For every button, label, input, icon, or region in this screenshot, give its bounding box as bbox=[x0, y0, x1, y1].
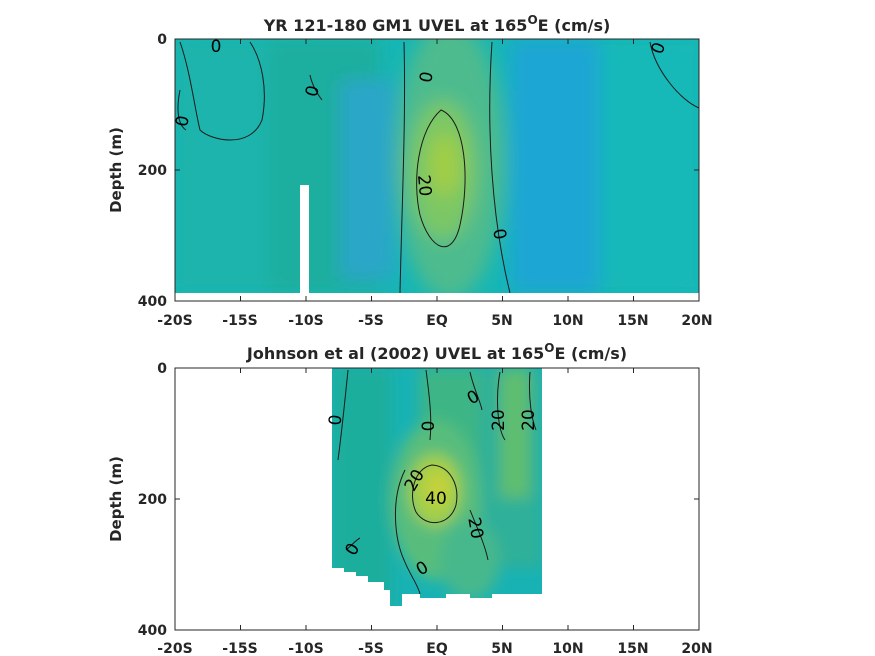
x-tick-label: 5N bbox=[491, 641, 512, 656]
contour-label: 0 bbox=[211, 37, 222, 57]
x-tick-label: EQ bbox=[426, 641, 448, 656]
contour-label: 0 bbox=[488, 227, 510, 241]
y-tick-label: 0 bbox=[157, 32, 167, 48]
tick-marks-top bbox=[174, 38, 700, 302]
contour-label: 0 bbox=[416, 70, 438, 84]
contour-label: 0 bbox=[419, 421, 439, 432]
contour-label: 20 bbox=[519, 409, 539, 431]
x-tick-label: 10N bbox=[552, 313, 583, 329]
x-tick-label: -5S bbox=[358, 641, 384, 656]
chart-title-bottom: Johnson et al (2002) UVEL at 165OE (cm/s… bbox=[246, 341, 627, 363]
y-tick-labels-bottom: 0 200 400 bbox=[138, 361, 167, 639]
x-tick-labels-top: -20S -15S -10S -5S EQ 5N 10N 15N 20N bbox=[157, 313, 712, 329]
y-tick-label: 0 bbox=[157, 361, 167, 377]
x-tick-label: 15N bbox=[617, 313, 648, 329]
contour-label: 40 bbox=[425, 489, 447, 509]
x-tick-label: -20S bbox=[157, 313, 192, 329]
x-tick-label: 5N bbox=[491, 313, 512, 329]
x-tick-label: -5S bbox=[358, 313, 384, 329]
tick-marks-bottom bbox=[174, 367, 700, 631]
x-tick-label: 20N bbox=[681, 641, 712, 656]
heatmap-field-bottom bbox=[175, 368, 699, 630]
heatmap-field-top bbox=[175, 39, 699, 301]
x-tick-label: 20N bbox=[681, 313, 712, 329]
y-axis-label-top: Depth (m) bbox=[107, 127, 125, 213]
x-tick-label: -10S bbox=[288, 313, 323, 329]
y-tick-label: 400 bbox=[138, 623, 167, 639]
x-tick-label: 15N bbox=[617, 641, 648, 656]
panel-top: 0 0 0 0 0 20 0 YR 121-180 GM1 UVEL at 16… bbox=[107, 13, 713, 329]
contour-label: 20 bbox=[463, 516, 486, 541]
y-tick-label: 200 bbox=[138, 492, 167, 508]
contour-label: 20 bbox=[489, 409, 509, 431]
x-tick-labels-bottom: -20S -15S -10S -5S EQ 5N 10N 15N 20N bbox=[157, 641, 712, 656]
y-tick-label: 400 bbox=[138, 294, 167, 310]
chart-title-top: YR 121-180 GM1 UVEL at 165OE (cm/s) bbox=[263, 13, 611, 35]
contour-label: 0 bbox=[302, 83, 324, 99]
x-tick-label: -15S bbox=[222, 641, 257, 656]
x-tick-label: EQ bbox=[426, 313, 448, 329]
y-tick-labels-top: 0 200 400 bbox=[138, 32, 167, 310]
contour-label: 20 bbox=[413, 174, 435, 197]
contour-labels-top: 0 0 0 0 0 20 0 bbox=[172, 37, 670, 241]
y-tick-label: 200 bbox=[138, 163, 167, 179]
x-tick-label: 10N bbox=[552, 641, 583, 656]
contour-label: 0 bbox=[172, 114, 194, 128]
contour-label: 0 bbox=[326, 414, 347, 427]
y-axis-label-bottom: Depth (m) bbox=[107, 456, 125, 542]
x-tick-label: -15S bbox=[222, 313, 257, 329]
x-tick-label: -10S bbox=[288, 641, 323, 656]
x-tick-label: -20S bbox=[157, 641, 192, 656]
panel-bottom: 0 0 0 20 20 20 40 20 0 0 Johnson et al (… bbox=[107, 341, 713, 656]
